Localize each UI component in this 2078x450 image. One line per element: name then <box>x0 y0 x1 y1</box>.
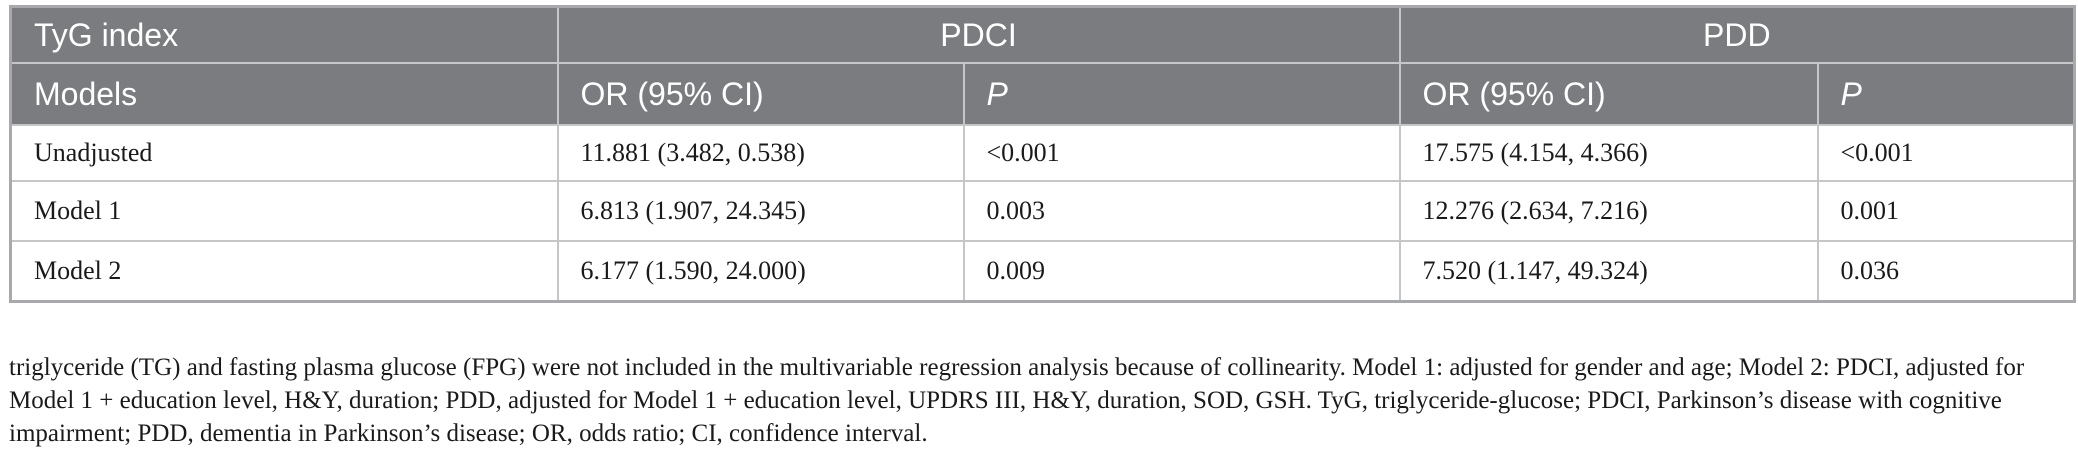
table-row: Model 2 6.177 (1.590, 24.000) 0.009 7.52… <box>10 240 2075 302</box>
header-pdci-p: P <box>962 63 1400 126</box>
cell-pdd-or: 12.276 (2.634, 7.216) <box>1398 180 1818 241</box>
cell-pdd-p: 0.036 <box>1816 240 2075 302</box>
cell-pdci-or: 11.881 (3.482, 0.538) <box>556 124 964 181</box>
header-group-pdd: PDD <box>1398 6 2075 64</box>
header-group-pdci: PDCI <box>556 6 1400 64</box>
cell-pdci-p: 0.003 <box>962 180 1400 241</box>
cell-pdd-p: 0.001 <box>1816 180 2075 241</box>
results-table: TyG index PDCI PDD Models OR (95% CI) P … <box>9 5 2077 303</box>
cell-pdd-p: <0.001 <box>1816 124 2075 181</box>
cell-pdd-or: 17.575 (4.154, 4.366) <box>1398 124 1818 181</box>
cell-pdci-or: 6.177 (1.590, 24.000) <box>556 240 964 302</box>
cell-pdci-or: 6.813 (1.907, 24.345) <box>556 180 964 241</box>
header-pdd-p: P <box>1816 63 2075 126</box>
header-tyg-index: TyG index <box>10 6 558 64</box>
header-pdci-or: OR (95% CI) <box>556 63 964 126</box>
cell-pdci-p: 0.009 <box>962 240 1400 302</box>
cell-model: Model 1 <box>10 180 558 241</box>
table-footnote: triglyceride (TG) and fasting plasma glu… <box>9 354 2025 447</box>
cell-model: Model 2 <box>10 240 558 302</box>
cell-model: Unadjusted <box>10 124 558 181</box>
header-group-row: TyG index PDCI PDD <box>10 6 2075 64</box>
header-columns-row: Models OR (95% CI) P OR (95% CI) P <box>10 63 2075 126</box>
table-row: Unadjusted 11.881 (3.482, 0.538) <0.001 … <box>10 124 2075 181</box>
cell-pdd-or: 7.520 (1.147, 49.324) <box>1398 240 1818 302</box>
results-table-container: TyG index PDCI PDD Models OR (95% CI) P … <box>9 5 2077 303</box>
cell-pdci-p: <0.001 <box>962 124 1400 181</box>
header-models: Models <box>10 63 558 126</box>
table-row: Model 1 6.813 (1.907, 24.345) 0.003 12.2… <box>10 180 2075 241</box>
header-pdd-or: OR (95% CI) <box>1398 63 1818 126</box>
